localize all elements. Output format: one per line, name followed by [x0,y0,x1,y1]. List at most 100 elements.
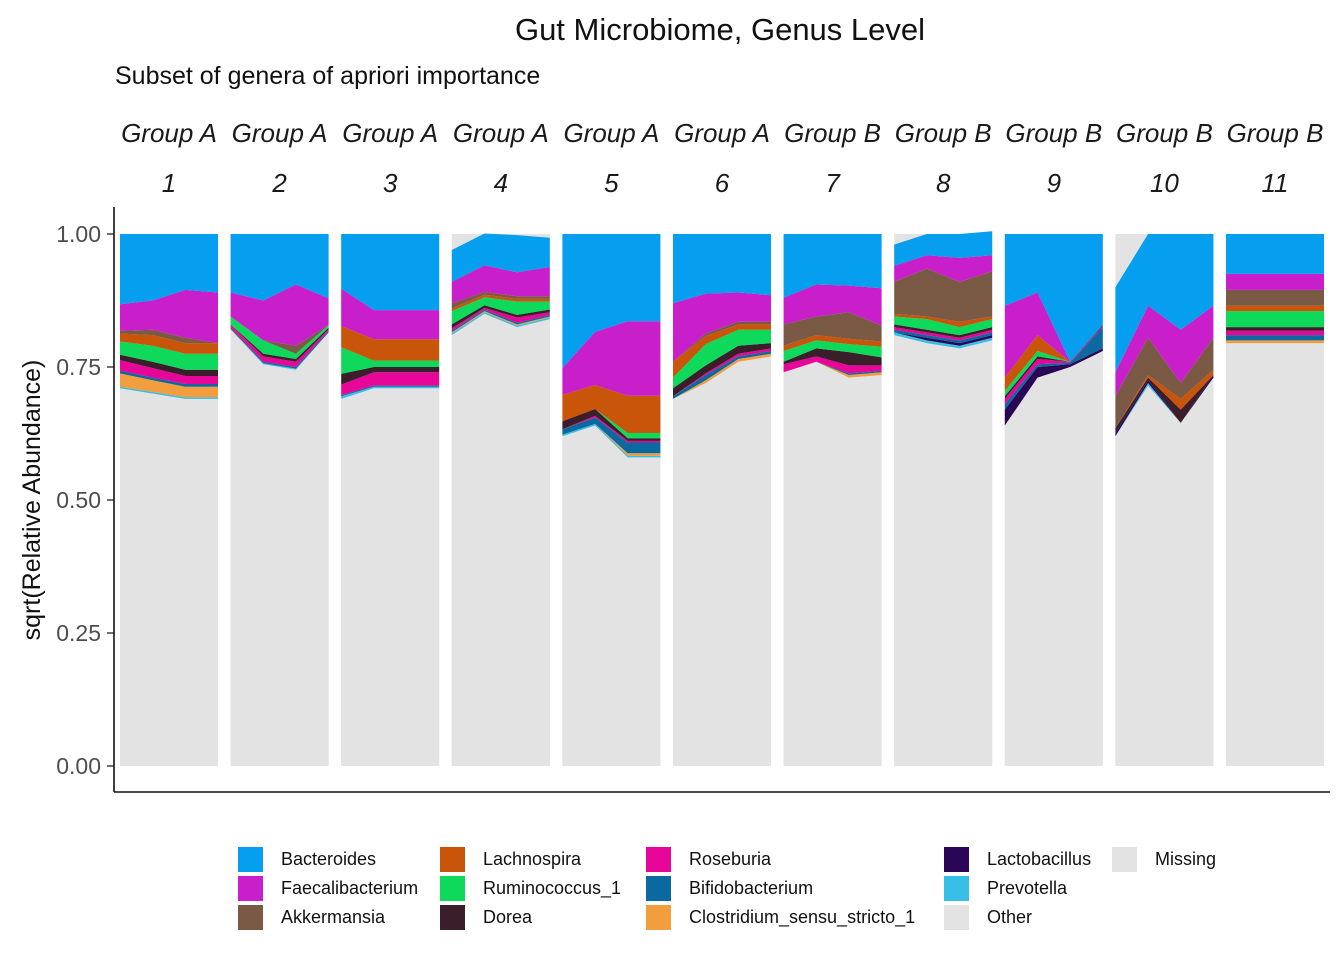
y-tick-label: 0.25 [56,620,101,646]
area-faecalibacterium [1115,305,1214,397]
strip-id-label: 11 [1262,168,1289,198]
area-akkermansia [120,329,218,344]
legend-swatch [440,904,465,930]
legend-swatch [440,846,465,872]
area-clostridium-sensu-stricto-1 [562,423,661,456]
legend-swatch [1112,846,1137,872]
strip-group-label: Group A [563,118,659,148]
area-ruminococcus-1 [894,316,993,336]
legend-swatch [646,846,671,872]
chart-subtitle: Subset of genera of apriori importance [115,62,540,90]
legend-item-missing: Missing [1112,845,1216,873]
area-ruminococcus-1 [562,409,661,439]
area-dorea [1226,327,1324,331]
panel-10: Group B 10 [1115,118,1214,766]
y-axis-label: sqrt(Relative Abundance) [18,360,46,641]
area-faecalibacterium [783,284,882,326]
strip-id-label: 9 [1047,168,1061,198]
area-bifidobacterium [562,417,661,454]
area-bacteroides [783,234,882,298]
area-bifidobacterium [451,309,550,333]
area-bacteroides [894,231,993,266]
area-bacteroides [1004,234,1103,362]
y-tick-label: 0.50 [56,487,101,513]
legend-label: Dorea [483,906,533,927]
area-faecalibacterium [341,288,440,340]
panel-1: Group A 1 [120,118,218,766]
area-roseburia [783,356,882,374]
area-other [1115,377,1214,766]
area-bacteroides [120,234,218,305]
area-roseburia [451,307,550,331]
area-prevotella [451,312,550,336]
area-dorea [230,324,329,362]
legend-swatch [238,846,263,872]
area-ruminococcus-1 [120,341,218,370]
legend-label: Bifidobacterium [689,877,814,898]
strip-id-label: 8 [936,168,951,198]
legend-item-akkermansia: Akkermansia [238,903,385,931]
area-clostridium-sensu-stricto-1 [1226,340,1324,344]
area-roseburia [894,327,993,341]
y-tick-label: 0.75 [56,354,101,380]
area-roseburia [341,372,440,396]
area-akkermansia [451,292,550,309]
area-ruminococcus-1 [451,297,550,325]
legend-swatch [646,875,671,901]
strip-id-label: 5 [604,168,619,198]
area-bacteroides [562,234,661,369]
area-ruminococcus-1 [341,347,440,374]
area-faecalibacterium [562,321,661,396]
area-other [341,388,440,766]
legend-item-roseburia: Roseburia [646,845,771,873]
area-dorea [894,324,993,338]
area-bacteroides [230,234,329,301]
area-prevotella [230,329,329,370]
area-lachnospira [783,335,882,351]
area-faecalibacterium [230,284,329,346]
legend-label: Missing [1155,848,1217,869]
area-lactobacillus [894,332,993,346]
area-lachnospira [1226,305,1324,312]
area-lachnospira [1004,325,1103,391]
area-faecalibacterium [1004,292,1103,378]
area-akkermansia [1226,289,1324,306]
area-bifidobacterium [341,385,440,397]
area-prevotella [562,423,661,458]
area-dorea [341,367,440,385]
strip-id-label: 6 [715,168,730,198]
panels: Group A 1 Group A 2 Group A 3 Group A 4 Group A 5… [120,118,1324,766]
area-bacteroides [673,234,771,304]
area-bacteroides [1115,234,1214,373]
area-faecalibacterium [120,289,218,344]
panel-6: Group A 6 [673,118,771,766]
strip-group-label: Group A [232,118,328,148]
legend-label: Roseburia [689,848,772,869]
panel-5: Group A 5 [562,118,661,766]
legend-swatch [944,904,969,930]
area-faecalibacterium [673,292,771,362]
area-bacteroides [451,233,550,282]
strip-group-label: Group A [342,118,438,148]
legend-swatch [944,846,969,872]
legend-swatch [646,904,671,930]
area-bacteroides [341,234,440,311]
legend-item-lachnospira: Lachnospira [440,845,581,873]
legend-item-bifidobacterium: Bifidobacterium [646,874,813,902]
legend: Bacteroides Faecalibacterium Akkermansia La… [238,845,1238,935]
area-prevotella [120,386,218,399]
panel-8: Group B 8 [894,118,993,766]
panel-3: Group A 3 [341,118,440,766]
legend-label: Other [987,906,1033,927]
area-other [120,388,218,766]
area-roseburia [120,360,218,384]
chart-title: Gut Microbiome, Genus Level [515,12,925,47]
panel-9: Group B 9 [1004,118,1103,766]
strip-id-label: 7 [825,168,841,198]
area-roseburia [1226,330,1324,336]
y-axis: 0.00 0.25 0.50 0.75 1.00 [56,221,114,779]
strip-group-label: Group A [453,118,549,148]
legend-item-faecalibacterium: Faecalibacterium [238,874,418,902]
area-other [894,335,993,766]
strip-id-label: 1 [162,168,176,198]
